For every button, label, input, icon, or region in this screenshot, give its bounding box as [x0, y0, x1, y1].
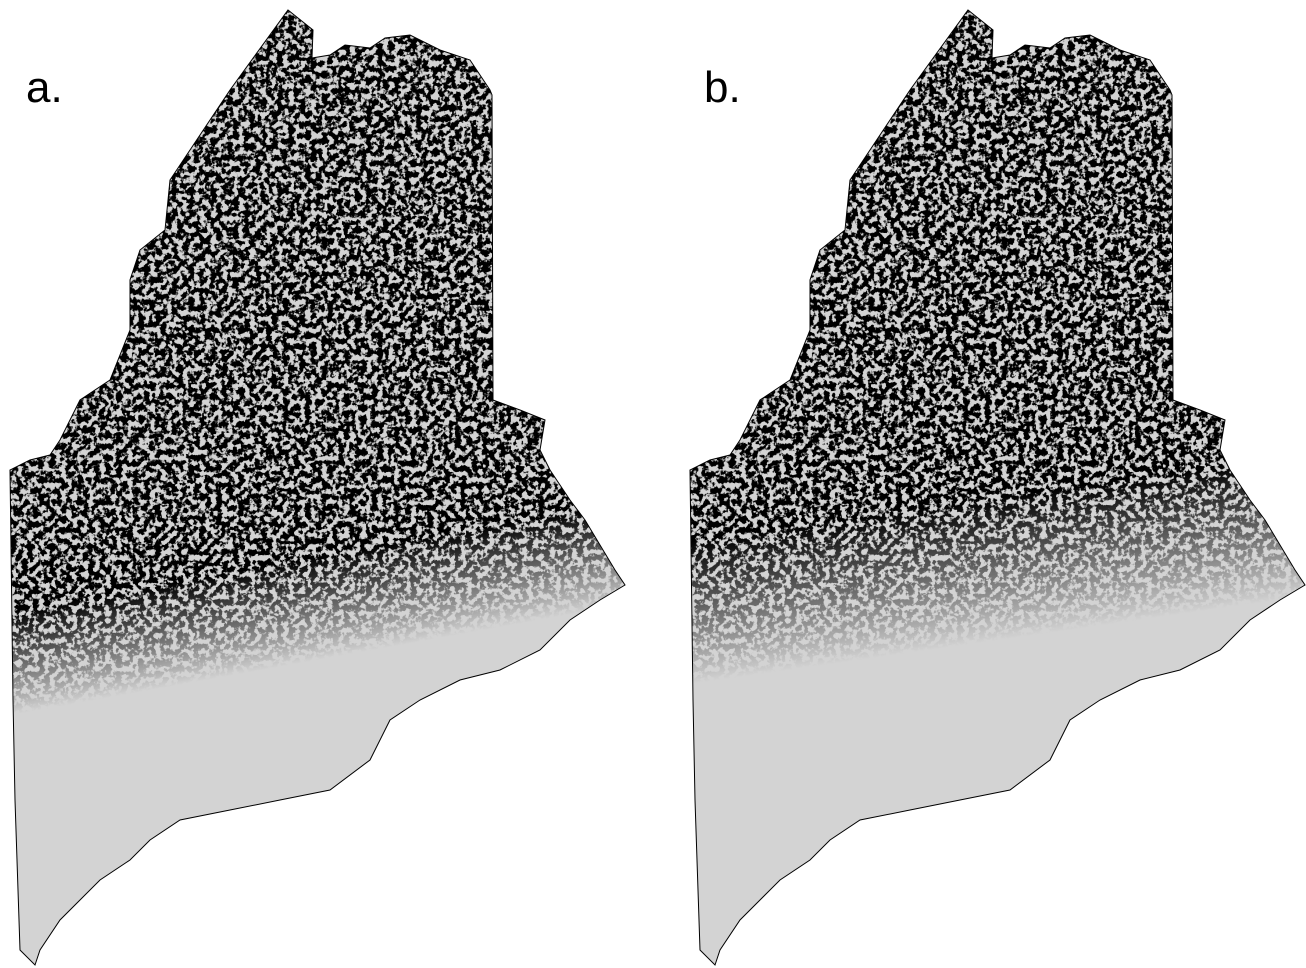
raster-speckle [680, 0, 1306, 968]
raster-layer [680, 0, 1306, 968]
raster-speckle [0, 0, 680, 968]
panel-label: b. [704, 63, 741, 112]
page: a. b. (() => { const data = JSON.parse(d… [0, 0, 1306, 968]
panel-label: a. [26, 63, 63, 112]
raster-layer [0, 0, 680, 968]
map-panel-b: b. [680, 0, 1306, 968]
map-panel-a: a. [0, 0, 680, 968]
figure: a. b. [0, 0, 1306, 968]
